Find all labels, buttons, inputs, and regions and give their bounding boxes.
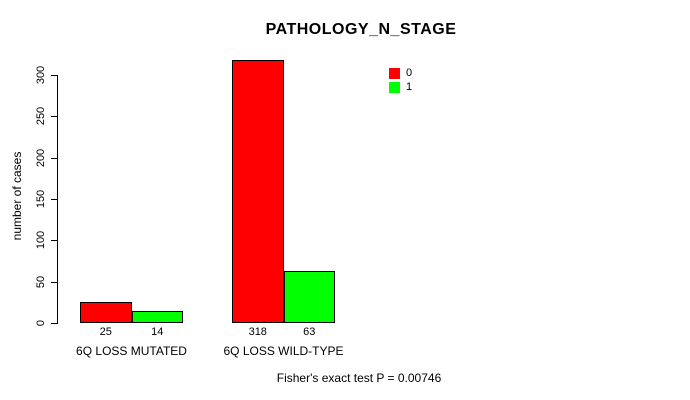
y-tick-mark	[51, 281, 57, 283]
bar-value-label: 25	[99, 326, 112, 338]
y-tick-label: 250	[35, 107, 47, 126]
bar-value-label: 318	[248, 326, 267, 338]
bar-series-1-1	[283, 270, 335, 323]
y-tick-mark	[51, 157, 57, 159]
legend-item-1: 1	[389, 82, 412, 93]
legend-swatch-red	[389, 68, 400, 79]
chart-title: PATHOLOGY_N_STAGE	[265, 21, 457, 38]
bar-series-0-0	[80, 302, 132, 323]
legend-item-0: 0	[389, 68, 412, 79]
category-label-1: 6Q LOSS WILD-TYPE	[223, 344, 344, 358]
bar-value-label: 63	[303, 326, 316, 338]
y-tick-label: 200	[35, 148, 47, 167]
y-tick-mark	[51, 240, 57, 242]
y-tick-label: 0	[35, 319, 47, 327]
bar-series-0-1	[232, 60, 284, 323]
category-label-0: 6Q LOSS MUTATED	[76, 344, 187, 358]
y-tick-mark	[51, 198, 57, 200]
bar-series-1-0	[131, 311, 183, 323]
y-tick-label: 150	[35, 189, 47, 209]
y-tick-mark	[51, 323, 57, 324]
y-tick-label: 300	[35, 65, 47, 85]
legend-label-1: 1	[406, 81, 413, 93]
y-tick-mark	[51, 116, 57, 118]
legend: 0 1	[389, 68, 412, 93]
fisher-test-annotation: Fisher's exact test P = 0.00746	[276, 371, 442, 385]
legend-label-0: 0	[406, 67, 413, 79]
y-tick-label: 50	[35, 275, 47, 288]
legend-swatch-green	[389, 82, 400, 93]
bar-value-label: 14	[151, 326, 164, 338]
y-tick-mark	[51, 74, 57, 76]
y-tick-label: 100	[35, 231, 47, 250]
y-axis-line	[57, 75, 58, 324]
y-axis-label: number of cases	[10, 151, 24, 241]
